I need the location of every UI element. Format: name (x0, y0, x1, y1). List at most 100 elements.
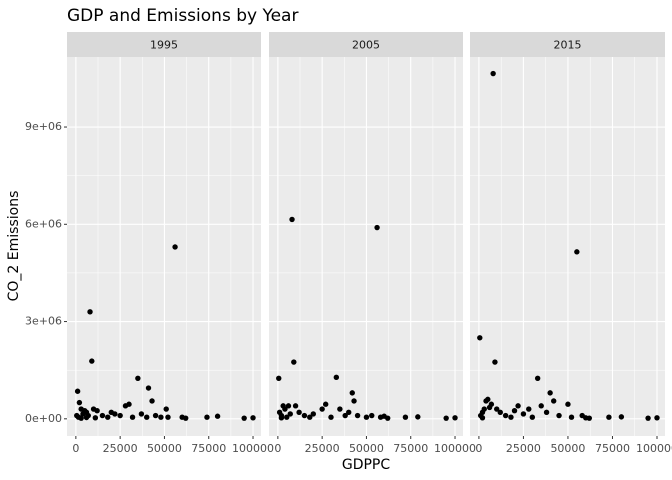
point (494, 406, 500, 412)
point (183, 415, 189, 421)
point (349, 390, 355, 396)
point (385, 415, 391, 421)
point (214, 413, 221, 419)
strip-background (269, 32, 463, 57)
point (351, 398, 357, 404)
point (112, 411, 118, 417)
point (363, 414, 370, 420)
point (291, 359, 297, 365)
point (374, 224, 380, 231)
point (83, 414, 90, 421)
point (443, 415, 449, 421)
point (333, 374, 340, 381)
point (402, 414, 409, 420)
point (415, 414, 421, 420)
point (515, 403, 521, 409)
point (152, 412, 159, 419)
point (618, 414, 625, 420)
point (322, 401, 329, 407)
point (87, 309, 93, 315)
x-tick-label: 100000 (636, 442, 672, 455)
point (547, 390, 553, 396)
point (520, 411, 527, 417)
point (282, 406, 288, 412)
y-tick-label: 9e+06 (25, 120, 62, 133)
point (319, 406, 325, 412)
point (586, 415, 593, 421)
point (342, 412, 348, 419)
x-tick-label: 25000 (305, 442, 340, 455)
point (565, 401, 571, 407)
point (369, 412, 375, 419)
point (645, 415, 651, 421)
x-tick-label: 75000 (393, 442, 428, 455)
point (508, 414, 514, 420)
point (534, 375, 541, 381)
point (574, 249, 580, 255)
point (337, 406, 343, 412)
point (556, 412, 562, 419)
y-tick-label: 3e+06 (25, 315, 62, 328)
point (502, 412, 509, 419)
point (301, 412, 308, 419)
point (158, 414, 164, 420)
x-tick-label: 100000 (434, 442, 476, 455)
strip-label: 1995 (150, 39, 178, 52)
point (492, 359, 498, 365)
point (606, 414, 612, 420)
point (654, 415, 660, 421)
chart-title: GDP and Emissions by Year (67, 6, 298, 26)
point (172, 244, 178, 250)
strip-background (470, 32, 665, 57)
x-tick-label: 50000 (550, 442, 585, 455)
point (328, 414, 334, 420)
point (538, 403, 544, 409)
point (92, 415, 99, 421)
y-tick-label: 0e+00 (25, 412, 62, 425)
point (129, 414, 136, 420)
point (144, 414, 150, 420)
point (550, 398, 557, 404)
point (289, 216, 295, 223)
strip-label: 2015 (554, 39, 582, 52)
point (490, 70, 496, 77)
point (284, 414, 290, 420)
point (488, 401, 495, 407)
point (477, 335, 483, 341)
point (452, 415, 458, 421)
point (307, 414, 313, 420)
x-tick-label: 100000 (232, 442, 274, 455)
point (485, 396, 491, 403)
point (529, 414, 536, 420)
point (310, 411, 316, 417)
point (287, 411, 293, 417)
x-tick-label: 0 (72, 442, 79, 455)
point (76, 399, 83, 406)
point (296, 409, 302, 416)
x-tick-label: 50000 (147, 442, 182, 455)
y-axis-title: CO_2 Emissions (6, 191, 22, 302)
point (354, 412, 361, 419)
strip-background (67, 32, 261, 57)
point (526, 406, 532, 412)
point (204, 414, 210, 420)
point (292, 403, 299, 409)
x-axis-title: GDPPC (342, 457, 391, 473)
point (94, 408, 100, 414)
point (481, 406, 487, 412)
point (479, 415, 486, 421)
point (511, 408, 518, 414)
point (149, 398, 155, 404)
point (138, 411, 145, 417)
x-tick-label: 75000 (191, 442, 226, 455)
point (89, 358, 95, 364)
point (145, 385, 152, 391)
point (99, 412, 106, 419)
point (568, 414, 575, 420)
point (276, 375, 282, 381)
strip-label: 2005 (352, 39, 380, 52)
point (346, 409, 352, 416)
point (497, 409, 503, 416)
point (74, 388, 81, 394)
